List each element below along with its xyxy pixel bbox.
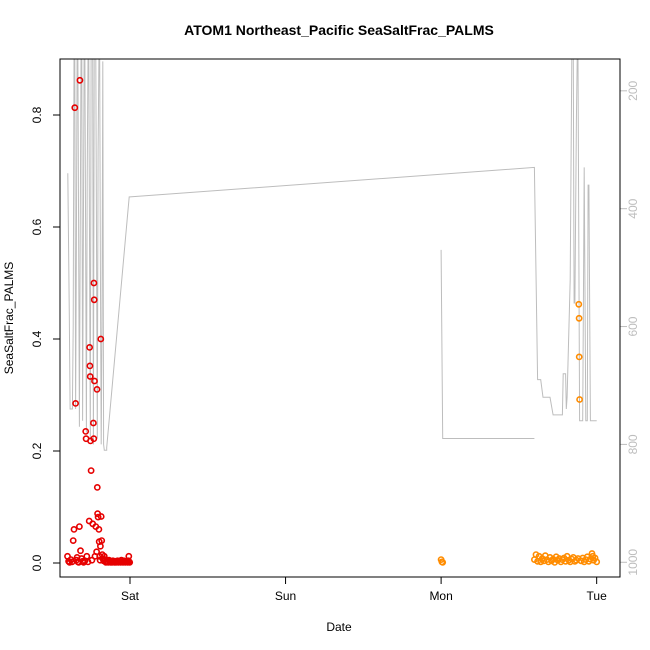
data-point-series-1 [93, 548, 100, 556]
chart-title: ATOM1 Northeast_Pacific SeaSaltFrac_PALM… [184, 22, 494, 38]
x-tick-label: Tue [587, 589, 608, 603]
data-point-series-1 [90, 419, 97, 427]
y-tick-label: 0.0 [30, 554, 44, 571]
y-axis-label: SeaSaltFrac_PALMS [2, 262, 16, 375]
data-point-series-1 [76, 76, 84, 84]
data-point-series-1 [125, 552, 133, 560]
data-point-series-1 [83, 552, 91, 560]
data-point-series-1 [97, 542, 104, 550]
data-point-series-1 [97, 513, 105, 520]
right-tick-label: 400 [626, 198, 640, 218]
data-point-series-2 [575, 300, 583, 308]
data-point-series-1 [93, 385, 101, 393]
data-point-series-1 [90, 296, 98, 304]
right-tick-label: 200 [626, 80, 640, 100]
y-tick-label: 0.2 [30, 442, 44, 459]
data-point-series-1 [93, 483, 101, 491]
data-point-series-1 [86, 343, 93, 351]
data-point-series-1 [97, 335, 105, 343]
x-tick-label: Sun [275, 589, 296, 603]
y-tick-label: 0.4 [30, 330, 44, 347]
data-point-series-2 [575, 353, 583, 361]
x-axis-label: Date [326, 620, 352, 634]
data-point-series-1 [71, 104, 79, 112]
data-point-series-2 [593, 558, 601, 566]
data-point-series-1 [94, 513, 102, 521]
data-point-series-1 [86, 373, 94, 380]
x-tick-label: Sat [121, 589, 140, 603]
right-axis: 200 400 600 800 1000 [619, 80, 640, 576]
data-point-series-1 [77, 547, 84, 555]
data-point-series-1 [69, 537, 77, 544]
right-tick-label: 600 [626, 316, 640, 336]
data-point-series-1 [86, 362, 94, 370]
data-point-series-2 [576, 396, 583, 403]
data-point-series-1 [90, 435, 98, 443]
data-point-series-1 [70, 526, 78, 533]
altitude-line-1 [67, 59, 597, 451]
altitude-trace [67, 59, 597, 451]
right-tick-label: 1000 [626, 549, 640, 576]
y-tick-label: 0.8 [30, 106, 44, 123]
data-point-series-1 [82, 427, 90, 435]
data-point-series-1 [72, 399, 79, 407]
x-axis: Sat Sun Mon Tue [121, 576, 608, 603]
data-point-series-1 [126, 559, 134, 566]
y-axis: 0.0 0.2 0.4 0.6 0.8 [30, 106, 61, 571]
data-point-series-1 [87, 467, 95, 474]
plot-frame [59, 58, 621, 578]
altitude-line-2 [440, 249, 535, 439]
data-point-series-1 [91, 377, 98, 385]
x-tick-label: Mon [429, 589, 452, 603]
data-point-series-2 [575, 314, 583, 322]
data-point-series-1 [98, 537, 106, 544]
y-tick-label: 0.6 [30, 218, 44, 235]
data-point-series-1 [95, 526, 103, 533]
scatter-points [64, 76, 601, 566]
data-point-series-1 [76, 523, 83, 530]
right-tick-label: 800 [626, 434, 640, 454]
data-point-series-2 [537, 558, 545, 566]
data-point-series-2 [439, 559, 447, 566]
data-point-series-1 [90, 279, 98, 287]
